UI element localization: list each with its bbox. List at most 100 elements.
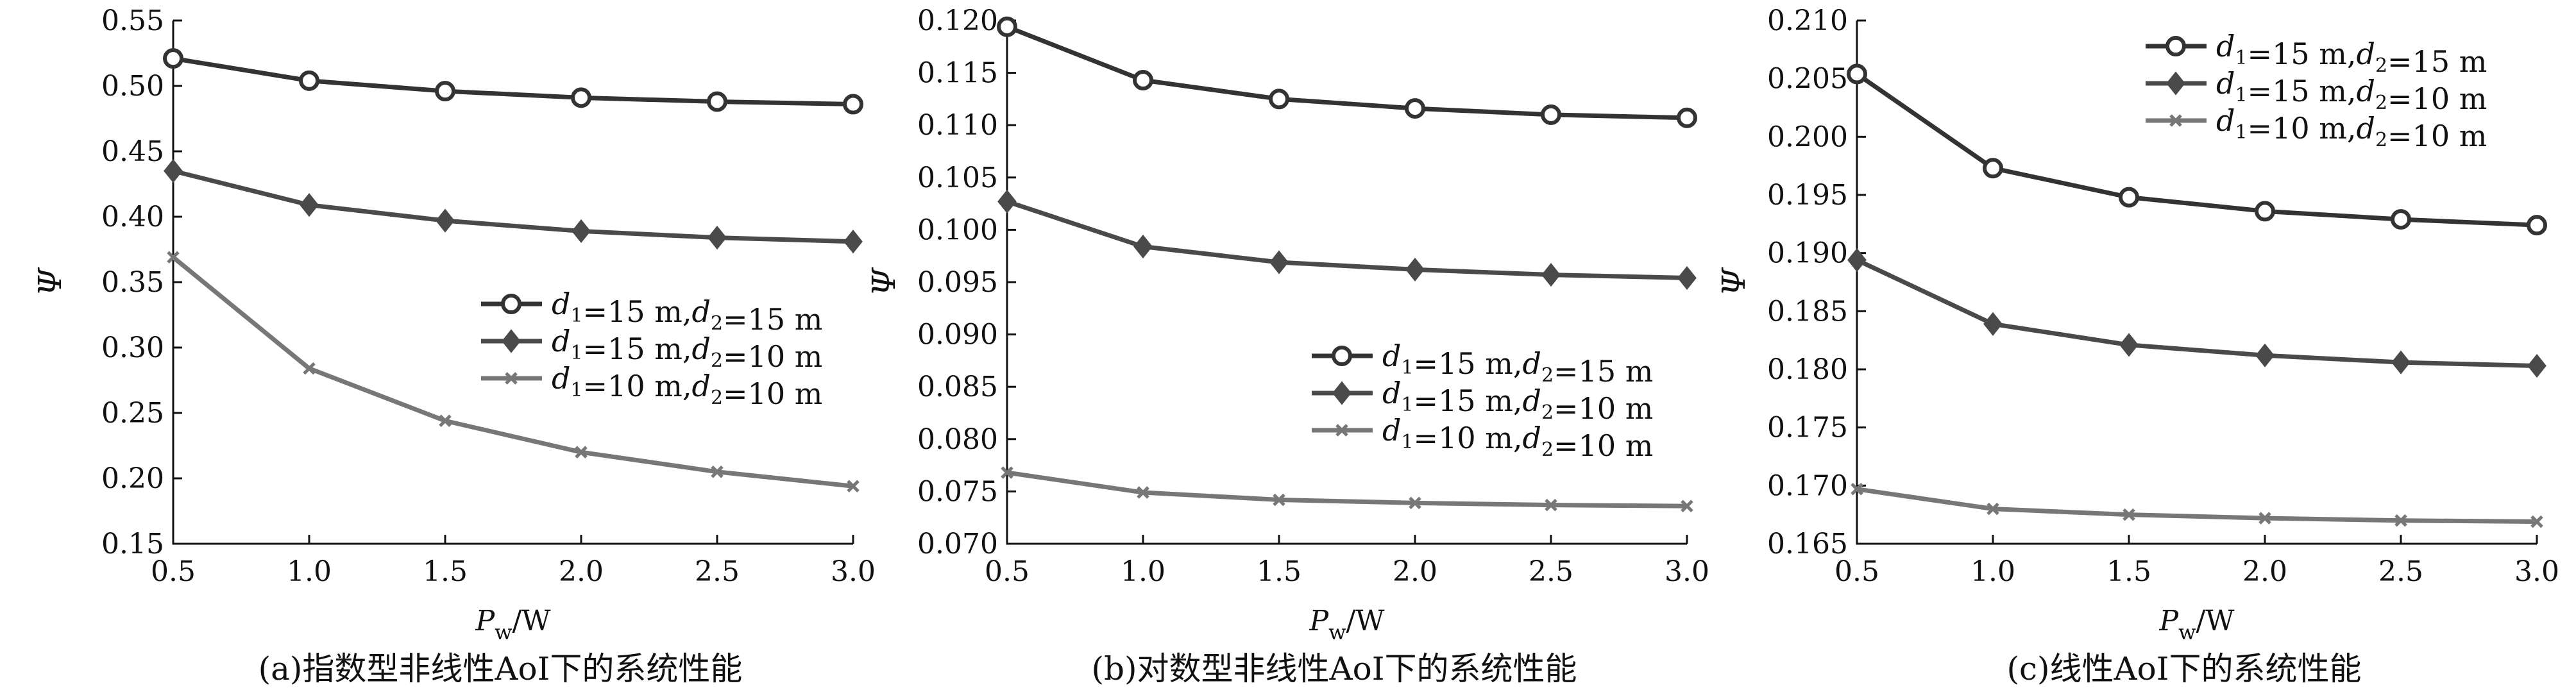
legend: d1=15 m,d2=15 md1=15 m,d2=10 md1=10 m,d2… <box>2146 29 2487 153</box>
data-point <box>1983 158 2003 179</box>
data-point <box>163 48 183 69</box>
x-tick-label: 3.0 <box>1665 555 1709 588</box>
y-tick-label: 0.095 <box>917 266 998 299</box>
legend-label: d1=15 m,d2=15 m <box>552 287 822 337</box>
data-point <box>1273 493 1285 507</box>
x-tick-label: 2.0 <box>559 555 604 588</box>
x-tick-label: 1.5 <box>423 555 468 588</box>
y-tick-label: 0.085 <box>917 371 998 403</box>
data-point <box>505 372 518 385</box>
x-tick-label: 1.0 <box>287 555 332 588</box>
data-point <box>2530 515 2543 528</box>
data-point <box>2527 215 2547 236</box>
data-point <box>1332 381 1352 405</box>
y-tick-label: 0.35 <box>101 266 164 299</box>
y-tick-label: 0.175 <box>1767 412 1848 444</box>
data-point <box>2258 512 2271 525</box>
data-point <box>843 94 863 115</box>
data-point <box>2123 508 2135 521</box>
y-tick-label: 0.15 <box>101 528 164 560</box>
x-tick-label: 0.5 <box>151 555 196 588</box>
y-tick-label: 0.105 <box>917 162 998 194</box>
y-tick-label: 0.45 <box>101 135 164 168</box>
data-point <box>2165 36 2186 56</box>
y-tick-label: 0.165 <box>1767 528 1848 560</box>
data-point <box>502 329 521 353</box>
data-point <box>847 480 860 493</box>
y-tick-label: 0.115 <box>917 57 998 90</box>
series-line <box>1856 487 2538 525</box>
y-tick-label: 0.40 <box>101 201 164 233</box>
legend-label: d1=15 m,d2=15 m <box>2216 29 2487 79</box>
y-tick-label: 0.180 <box>1767 353 1848 386</box>
chart-caption: (a)指数型非线性AoI下的系统性能 <box>258 650 743 687</box>
y-tick-label: 0.190 <box>1767 237 1848 270</box>
series-line <box>1006 199 1688 280</box>
x-tick-label: 2.0 <box>2242 555 2287 588</box>
x-axis-title: Pw/W <box>1309 605 1385 644</box>
data-point <box>997 189 1017 214</box>
x-tick-label: 3.0 <box>831 555 876 588</box>
y-axis-title: Ψ <box>1715 267 1752 296</box>
y-tick-label: 0.200 <box>1767 121 1848 153</box>
legend-label: d1=15 m,d2=15 m <box>1382 339 1653 389</box>
data-point <box>303 362 316 375</box>
data-point <box>1137 486 1149 499</box>
legend-label: d1=10 m,d2=10 m <box>1382 413 1653 463</box>
data-point <box>2391 350 2411 374</box>
data-point <box>1405 257 1425 282</box>
y-axis-title: Ψ <box>31 267 69 296</box>
y-tick-label: 0.090 <box>917 319 998 351</box>
data-point <box>1847 248 1867 273</box>
y-tick-label: 0.075 <box>917 475 998 508</box>
y-tick-label: 0.20 <box>101 462 164 495</box>
data-point <box>575 446 588 458</box>
y-tick-label: 0.25 <box>101 397 164 430</box>
legend-label: d1=15 m,d2=10 m <box>1382 376 1653 426</box>
data-point <box>2119 333 2139 357</box>
data-point <box>843 230 863 254</box>
data-point <box>711 466 724 478</box>
series-line <box>173 169 854 244</box>
data-point <box>1332 346 1352 366</box>
chart-caption: (c)线性AoI下的系统性能 <box>2007 650 2362 687</box>
data-point <box>1269 88 1289 110</box>
data-point <box>501 294 521 314</box>
legend: d1=15 m,d2=15 md1=15 m,d2=10 md1=10 m,d2… <box>1312 339 1653 463</box>
series-line <box>1856 258 2538 369</box>
data-point <box>2119 187 2139 208</box>
data-point <box>1983 312 2003 336</box>
data-point <box>299 70 319 91</box>
x-tick-label: 1.0 <box>1970 555 2015 588</box>
x-tick-label: 1.0 <box>1121 555 1165 588</box>
data-point <box>2391 209 2411 230</box>
data-point <box>1677 107 1697 128</box>
data-point <box>1001 466 1013 479</box>
y-tick-label: 0.50 <box>101 70 164 103</box>
axis-lines <box>172 21 853 545</box>
y-tick-label: 0.55 <box>101 4 164 37</box>
legend: d1=15 m,d2=15 md1=15 m,d2=10 md1=10 m,d2… <box>481 287 822 411</box>
data-point <box>708 226 727 250</box>
y-tick-label: 0.170 <box>1767 469 1848 502</box>
x-axis-title: Pw/W <box>2158 605 2235 644</box>
x-tick-label: 1.5 <box>1257 555 1301 588</box>
series-line <box>1856 72 2538 228</box>
axis-lines <box>1006 21 1687 545</box>
y-tick-label: 0.070 <box>917 528 998 560</box>
x-tick-label: 2.5 <box>1529 555 1573 588</box>
chart-caption: (b)对数型非线性AoI下的系统性能 <box>1092 650 1577 687</box>
chart-panel: 0.15 0.20 0.25 0.30 0.35 0.40 0.45 0.50 0.55 0.5 1… <box>31 4 876 687</box>
x-tick-label: 0.5 <box>1835 555 1879 588</box>
y-axis-title: Ψ <box>865 267 902 296</box>
series-line <box>1006 24 1688 121</box>
data-point <box>1133 70 1153 91</box>
x-tick-label: 2.0 <box>1393 555 1437 588</box>
data-point <box>1681 500 1693 513</box>
y-tick-label: 0.185 <box>1767 295 1848 328</box>
data-point <box>2255 201 2275 222</box>
data-point <box>1847 63 1867 85</box>
data-point <box>1541 262 1561 287</box>
data-point <box>167 251 180 264</box>
